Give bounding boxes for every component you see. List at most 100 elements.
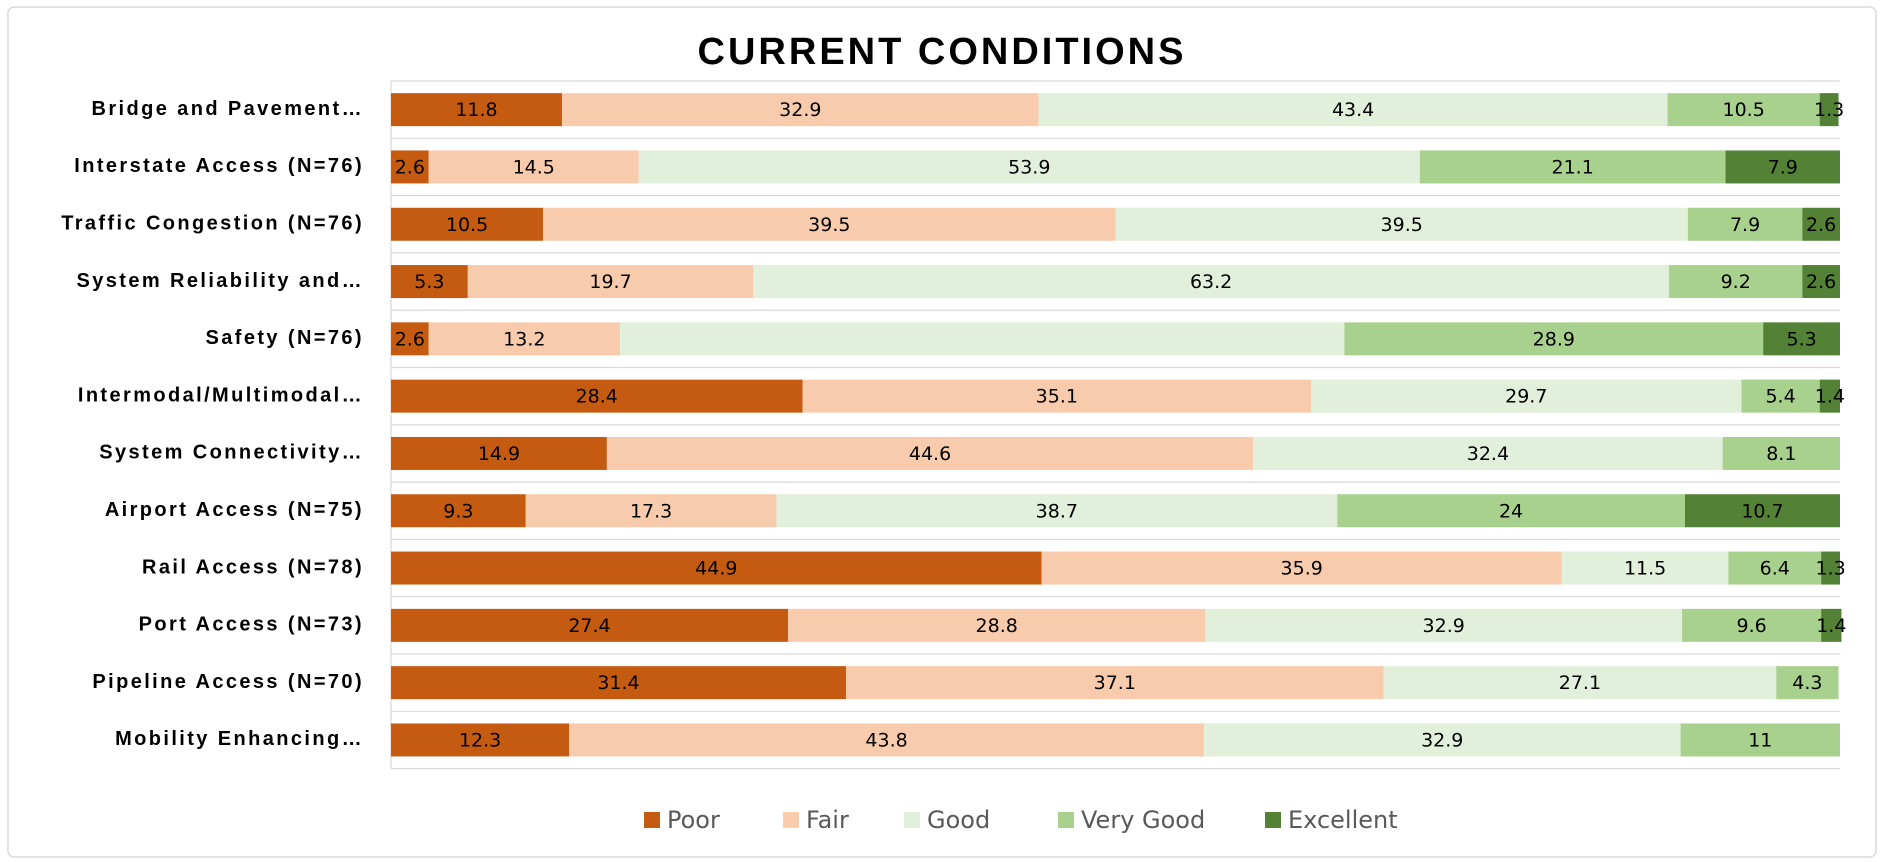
data-label: 9.3 bbox=[443, 500, 473, 522]
data-label: 39.5 bbox=[808, 214, 850, 236]
data-label: 39.5 bbox=[1381, 214, 1423, 236]
bar-segment bbox=[1725, 150, 1840, 184]
data-label: 63.2 bbox=[1190, 271, 1232, 293]
data-label: 12.3 bbox=[459, 729, 501, 751]
bar-segment bbox=[1667, 93, 1820, 127]
data-label: 38.7 bbox=[1036, 500, 1078, 522]
y-tick-label: Rail Access (N=78) bbox=[142, 556, 364, 578]
bar-segment bbox=[619, 322, 1345, 356]
bar-segment bbox=[391, 265, 468, 299]
bar-segment bbox=[845, 666, 1384, 700]
y-tick-label: System Reliability and… bbox=[77, 270, 365, 292]
data-label: 10.5 bbox=[1722, 99, 1764, 121]
data-label: 44.6 bbox=[909, 443, 951, 465]
bar-segment bbox=[1722, 436, 1840, 470]
bar-segment bbox=[543, 207, 1116, 241]
y-tick-label: Bridge and Pavement… bbox=[91, 98, 364, 120]
y-tick-label: Safety (N=76) bbox=[206, 327, 364, 349]
data-label: 32.9 bbox=[779, 99, 821, 121]
legend-label: Very Good bbox=[1081, 806, 1205, 834]
data-label: 27.1 bbox=[1559, 672, 1601, 694]
bar-segment bbox=[1802, 207, 1840, 241]
y-tick-label: Interstate Access (N=76) bbox=[74, 155, 364, 177]
bar-segment bbox=[569, 723, 1204, 757]
bar-segment bbox=[1684, 494, 1840, 528]
data-label: 35.1 bbox=[1036, 386, 1078, 408]
data-label: 28.8 bbox=[976, 615, 1018, 637]
data-label: 5.3 bbox=[1786, 328, 1816, 350]
data-label: 24 bbox=[1499, 500, 1523, 522]
data-label: 4.3 bbox=[1792, 672, 1822, 694]
bar-segment bbox=[1205, 608, 1683, 642]
data-label: 43.4 bbox=[1332, 99, 1374, 121]
bar-segment bbox=[1337, 494, 1685, 528]
bar-segment bbox=[1203, 723, 1681, 757]
legend-swatch bbox=[644, 812, 660, 828]
data-label: 1.3 bbox=[1814, 99, 1844, 121]
data-label: 11 bbox=[1748, 729, 1772, 751]
data-label: 14.5 bbox=[513, 156, 555, 178]
bar-segment bbox=[428, 150, 639, 184]
data-label: 28.9 bbox=[1533, 328, 1575, 350]
bar-segment bbox=[391, 379, 803, 413]
bar-segment bbox=[638, 150, 1420, 184]
data-label: 2.6 bbox=[1806, 271, 1836, 293]
bar-segment bbox=[1776, 666, 1839, 700]
bar-segment bbox=[391, 436, 607, 470]
data-label: 35.9 bbox=[1281, 558, 1323, 580]
bar-segment bbox=[391, 666, 846, 700]
bar-segment bbox=[391, 207, 544, 241]
bar-segment bbox=[391, 494, 526, 528]
y-tick-label: System Connectivity… bbox=[99, 442, 364, 464]
data-label: 28.4 bbox=[576, 386, 618, 408]
bar-segment bbox=[802, 379, 1312, 413]
data-label: 1.3 bbox=[1815, 558, 1845, 580]
data-label: 13.2 bbox=[503, 328, 545, 350]
bar-segment bbox=[525, 494, 777, 528]
legend-label: Good bbox=[927, 806, 990, 834]
data-label: 9.2 bbox=[1721, 271, 1751, 293]
bar-segment bbox=[391, 93, 562, 127]
legend-label: Excellent bbox=[1288, 806, 1398, 834]
bar-segment bbox=[391, 723, 570, 757]
data-label: 5.4 bbox=[1765, 386, 1795, 408]
data-label: 1.4 bbox=[1815, 386, 1845, 408]
data-label: 17.3 bbox=[630, 500, 672, 522]
bar-segment bbox=[1038, 93, 1668, 127]
data-label: 32.4 bbox=[1467, 443, 1509, 465]
bar-segment bbox=[1741, 379, 1820, 413]
bar-segment bbox=[391, 150, 429, 184]
bar-segment bbox=[1821, 551, 1840, 585]
data-label: 2.6 bbox=[395, 156, 425, 178]
data-label: 19.7 bbox=[589, 271, 631, 293]
bar-segment bbox=[1819, 379, 1840, 413]
data-label: 43.8 bbox=[865, 729, 907, 751]
bar-segment bbox=[1561, 551, 1729, 585]
bar-segment bbox=[753, 265, 1670, 299]
y-tick-label: Pipeline Access (N=70) bbox=[92, 671, 364, 693]
data-label: 5.3 bbox=[414, 271, 444, 293]
bar-segment bbox=[776, 494, 1338, 528]
bar-segment bbox=[391, 551, 1042, 585]
data-label: 32.9 bbox=[1421, 729, 1463, 751]
y-tick-label: Traffic Congestion (N=76) bbox=[61, 213, 364, 235]
data-label: 11.5 bbox=[1624, 558, 1666, 580]
bar-segment bbox=[561, 93, 1039, 127]
data-label: 37.1 bbox=[1094, 672, 1136, 694]
bar-segment bbox=[1344, 322, 1764, 356]
data-label: 44.9 bbox=[695, 558, 737, 580]
bar-segment bbox=[1419, 150, 1726, 184]
data-label: 14.9 bbox=[478, 443, 520, 465]
legend-swatch bbox=[1058, 812, 1074, 828]
data-label: 10.5 bbox=[446, 214, 488, 236]
data-label: 29.7 bbox=[1505, 386, 1547, 408]
chart-title: CURRENT CONDITIONS bbox=[698, 31, 1187, 73]
bar-segment bbox=[391, 608, 789, 642]
bar-segment bbox=[788, 608, 1206, 642]
bar-segment bbox=[1802, 265, 1840, 299]
data-label: 2.6 bbox=[1806, 214, 1836, 236]
data-label: 7.9 bbox=[1768, 156, 1798, 178]
y-tick-label: Airport Access (N=75) bbox=[105, 499, 364, 521]
bar-segment bbox=[1680, 723, 1840, 757]
